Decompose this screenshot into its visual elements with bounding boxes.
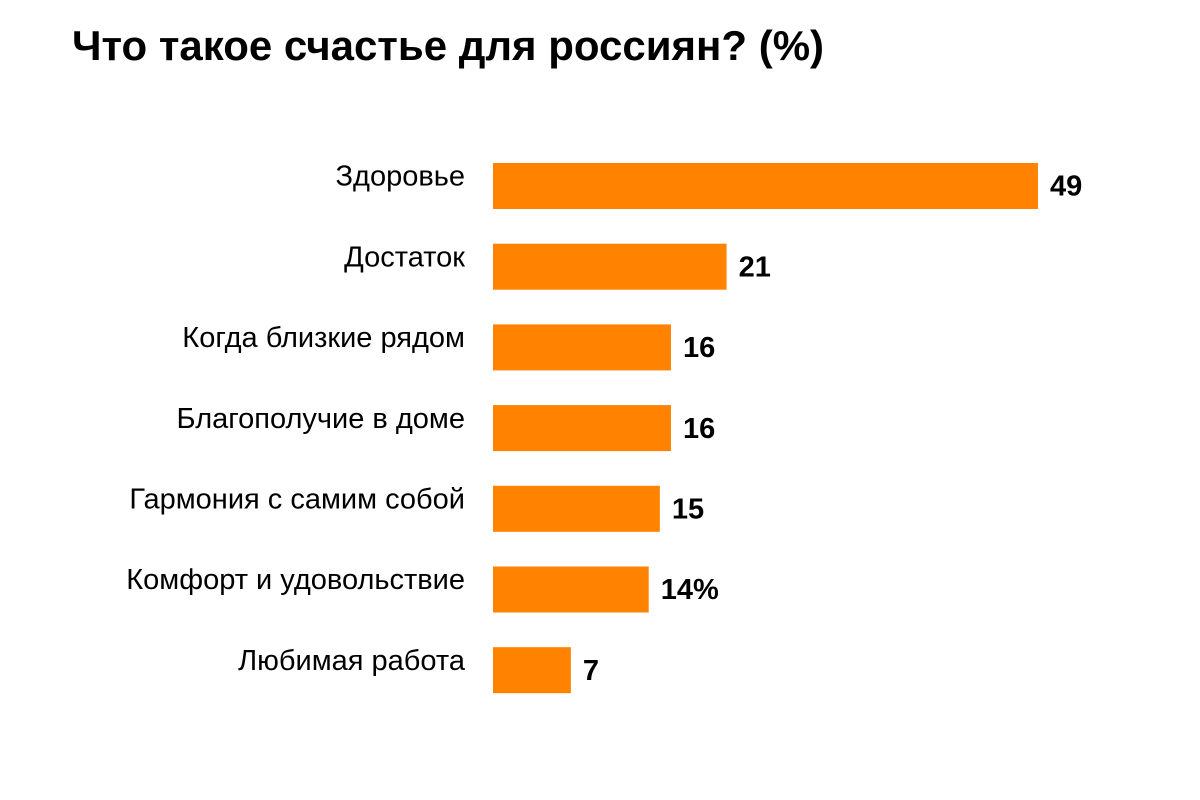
category-label: Любимая работа: [238, 645, 466, 677]
value-label: 16: [683, 413, 715, 445]
category-label: Достаток: [344, 241, 465, 273]
category-label: Комфорт и удовольствие: [126, 564, 465, 596]
bar: [493, 566, 649, 613]
value-label: 49: [1050, 171, 1082, 203]
category-label: Здоровье: [336, 161, 465, 193]
chart-title: Что такое счастье для россиян? (%): [72, 22, 825, 69]
value-label: 15: [672, 493, 704, 525]
bar: [493, 647, 571, 694]
value-label: 14%: [661, 574, 719, 606]
bar: [493, 405, 671, 452]
value-label: 7: [583, 655, 599, 687]
value-label: 21: [739, 251, 771, 283]
bar: [493, 163, 1038, 209]
category-label: Когда близкие рядом: [182, 322, 465, 354]
value-label: 16: [683, 332, 715, 364]
bar: [493, 485, 660, 532]
category-label: Гармония с самим собой: [129, 483, 465, 515]
bar: [493, 243, 727, 290]
bar: [493, 324, 671, 371]
category-label: Благополучие в доме: [176, 403, 465, 435]
